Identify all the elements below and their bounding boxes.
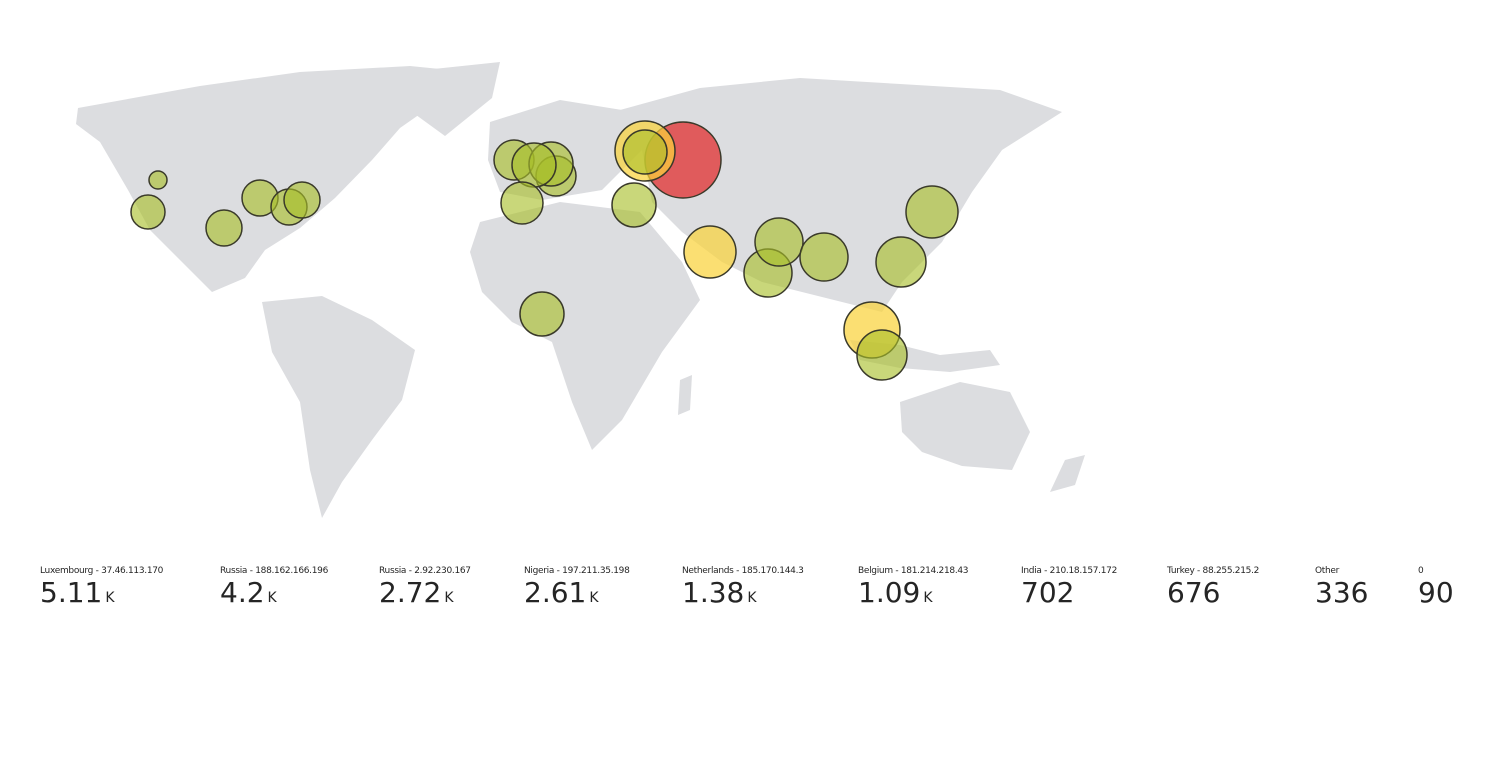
bubble [519,291,565,337]
australia [900,382,1030,470]
bubble [799,232,849,282]
north-america [76,66,470,292]
bubble [611,182,657,228]
tile-value: 702 [1021,576,1075,609]
tile-value: 2.61 [524,576,587,609]
africa [470,202,700,450]
south-america [262,296,415,518]
tile-label: Belgium - 181.214.218.43 [858,566,969,576]
tile-value: 1.38 [682,576,745,609]
world-map [76,62,1085,518]
greenland [405,62,500,136]
legend-tile: Netherlands - 185.170.144.3 1.38 K [682,566,804,610]
tile-value: 90 [1418,576,1454,609]
tile-label: Luxembourg - 37.46.113.170 [40,566,164,576]
legend-tile: 0 90 [1418,566,1454,610]
tile-label: Turkey - 88.255.215.2 [1167,566,1260,576]
tile-value: 5.11 [40,576,103,609]
continents [76,62,1085,518]
tile-suffix: K [267,590,277,606]
tile-value: 1.09 [858,576,921,609]
legend-tile: Belgium - 181.214.218.43 1.09 K [858,566,969,610]
tile-label: Nigeria - 197.211.35.198 [524,566,630,576]
tile-suffix: K [747,590,757,606]
tile-label: Russia - 188.162.166.196 [220,566,329,576]
bubble [875,236,927,288]
legend-tile: India - 210.18.157.172 702 [1021,566,1117,610]
tile-suffix: K [105,590,115,606]
tile-label: 0 [1418,566,1424,576]
bubble [511,142,557,188]
bubble [683,225,737,279]
bubble [754,217,804,267]
tile-label: Other [1315,566,1340,576]
tile-value: 4.2 [220,576,265,609]
tile-label: Russia - 2.92.230.167 [379,566,471,576]
madagascar [678,375,692,415]
bubble [622,129,668,175]
bubble [905,185,959,239]
tile-suffix: K [444,590,454,606]
tile-value: 336 [1315,576,1369,609]
legend-tile: Russia - 188.162.166.196 4.2 K [220,566,328,610]
legend-tile: Turkey - 88.255.215.2 676 [1167,566,1259,610]
bubble [500,181,544,225]
tile-suffix: K [923,590,933,606]
legend-tile: Nigeria - 197.211.35.198 2.61 K [524,566,630,610]
bubble [130,194,166,230]
legend-tile: Luxembourg - 37.46.113.170 5.11 K [40,566,163,610]
bubbles [130,120,959,381]
new-zealand [1050,455,1085,492]
bubble [205,209,243,247]
bubble [283,181,321,219]
tile-suffix: K [589,590,599,606]
bubble [856,329,908,381]
tile-label: Netherlands - 185.170.144.3 [682,566,804,576]
tile-value: 676 [1167,576,1221,609]
legend-tile: Other 336 [1315,566,1368,610]
legend-tile: Russia - 2.92.230.167 2.72 K [379,566,471,610]
bubble [148,170,168,190]
tile-label: India - 210.18.157.172 [1021,566,1118,576]
tile-value: 2.72 [379,576,442,609]
